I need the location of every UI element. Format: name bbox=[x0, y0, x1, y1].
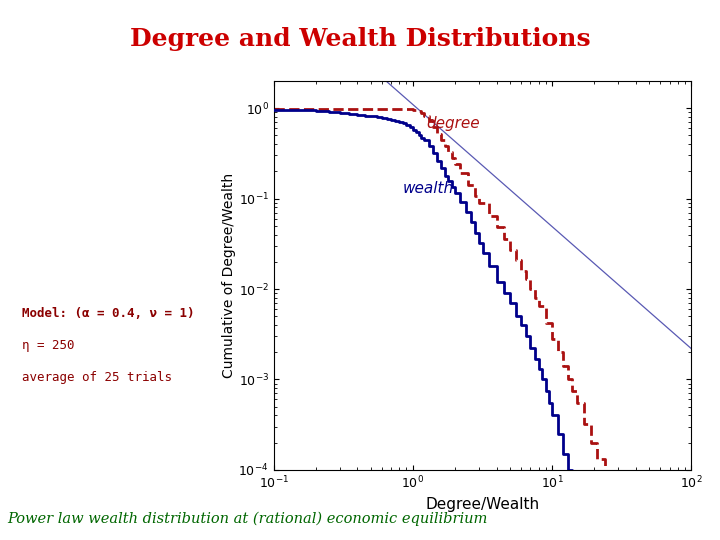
Y-axis label: Cumulative of Degree/Wealth: Cumulative of Degree/Wealth bbox=[222, 173, 235, 378]
Text: η = 250: η = 250 bbox=[22, 339, 74, 352]
Text: Degree and Wealth Distributions: Degree and Wealth Distributions bbox=[130, 27, 590, 51]
Text: wealth: wealth bbox=[403, 181, 454, 196]
Text: degree: degree bbox=[426, 116, 480, 131]
Text: Power law wealth distribution at (rational) economic equilibrium: Power law wealth distribution at (ration… bbox=[7, 512, 487, 526]
Text: average of 25 trials: average of 25 trials bbox=[22, 372, 171, 384]
X-axis label: Degree/Wealth: Degree/Wealth bbox=[426, 497, 539, 512]
Text: Model: (α = 0.4, ν = 1): Model: (α = 0.4, ν = 1) bbox=[22, 307, 194, 320]
